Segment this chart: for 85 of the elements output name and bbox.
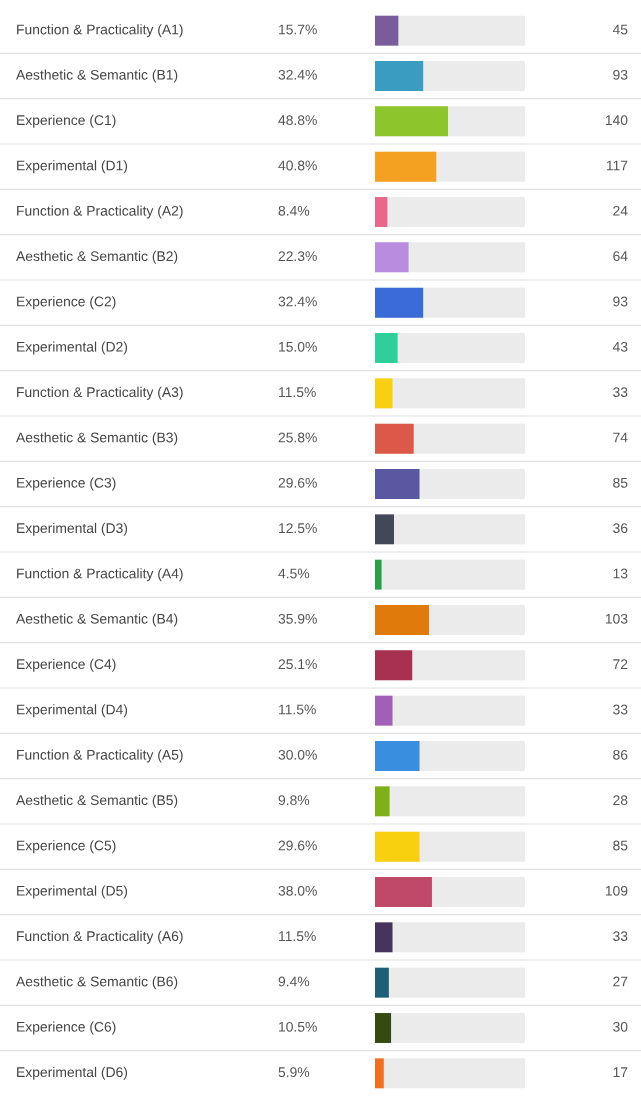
text: 109 [605, 885, 628, 896]
text: 85 [613, 840, 628, 851]
bar [375, 15, 399, 46]
y-tick-label: Experience (C5) [17, 840, 116, 854]
text: 13 [613, 568, 628, 579]
text: 17 [613, 1067, 628, 1077]
text: 33 [613, 387, 628, 398]
text: 22.3% [278, 251, 317, 262]
text: 9.8% [278, 795, 310, 806]
y-tick-label: Aesthetic & Semantic (B1) [16, 69, 178, 83]
text: 140 [605, 115, 628, 126]
y-tick-label: Function & Practicality (A4) [17, 568, 183, 582]
bar [375, 922, 393, 953]
y-tick-label: Function & Practicality (A1) [17, 24, 183, 38]
bar [375, 1013, 392, 1043]
bar [375, 333, 398, 363]
y-tick-label: Experience (C6) [17, 1021, 116, 1035]
text: 24 [613, 205, 628, 216]
text: 64 [613, 251, 628, 262]
bar [375, 514, 394, 545]
text: 15.7% [279, 24, 317, 35]
text: 11.5% [279, 931, 316, 942]
y-tick-label: Experimental (D3) [17, 522, 128, 536]
y-tick-label: Experience (C1) [17, 114, 116, 128]
bar [375, 197, 388, 227]
text: 74 [613, 432, 628, 443]
text: 103 [605, 613, 628, 624]
y-tick-label: Experience (C4) [17, 658, 116, 672]
bar [375, 695, 393, 726]
text: 10.5% [279, 1021, 317, 1032]
y-tick-label: Experimental (D6) [17, 1066, 128, 1080]
text: 9.4% [278, 976, 310, 987]
text: 33 [613, 931, 628, 942]
bar [375, 559, 382, 590]
text: 33 [613, 704, 628, 715]
text: 40.8% [278, 160, 317, 171]
text: 28 [613, 795, 628, 806]
text: 36 [613, 523, 628, 534]
y-tick-label: Aesthetic & Semantic (B6) [16, 976, 178, 990]
text: 85 [613, 477, 628, 488]
text: 27 [613, 976, 628, 987]
text: 15.0% [279, 341, 317, 352]
text: 25.1% [278, 659, 317, 670]
bar [375, 1058, 384, 1089]
y-tick-label: Experimental (D4) [17, 704, 128, 718]
text: 48.8% [278, 115, 317, 126]
text: 35.9% [278, 613, 317, 624]
text: 32.4% [278, 69, 317, 80]
text: 11.5% [279, 387, 316, 398]
text: 29.6% [278, 840, 317, 851]
text: 30.0% [278, 749, 317, 760]
bar [375, 786, 390, 817]
bar [375, 242, 409, 273]
y-tick-label: Aesthetic & Semantic (B3) [16, 432, 178, 446]
text: 30 [613, 1021, 628, 1032]
text: 43 [612, 341, 628, 352]
y-tick-label: Aesthetic & Semantic (B5) [16, 794, 178, 808]
text: 45 [612, 24, 628, 35]
y-tick-label: Experimental (D1) [17, 160, 128, 174]
text: 32.4% [278, 296, 317, 307]
y-tick-label: Aesthetic & Semantic (B2) [16, 250, 178, 264]
text: 8.4% [278, 205, 310, 216]
bar [375, 378, 393, 409]
text: 38.0% [278, 885, 317, 896]
text: 25.8% [278, 432, 317, 443]
y-tick-label: Experience (C3) [17, 477, 116, 491]
y-tick-label: Experimental (D2) [17, 341, 128, 355]
y-tick-label: Experimental (D5) [17, 885, 128, 899]
y-tick-label: Function & Practicality (A6) [17, 930, 183, 944]
y-tick-label: Aesthetic & Semantic (B4) [16, 613, 178, 627]
text: 93 [613, 296, 628, 307]
text: 29.6% [278, 477, 317, 488]
bar [375, 967, 389, 998]
y-tick-label: Experience (C2) [17, 296, 116, 310]
y-tick-label: Function & Practicality (A3) [17, 386, 183, 400]
text: 4.5% [278, 568, 310, 579]
text: 72 [613, 659, 628, 669]
y-tick-label: Function & Practicality (A2) [17, 205, 183, 219]
text: 5.9% [278, 1067, 310, 1078]
text: 86 [613, 749, 628, 760]
y-tick-label: Function & Practicality (A5) [17, 749, 183, 763]
text: 11.5% [279, 704, 316, 715]
text: 93 [613, 69, 628, 80]
text: 117 [606, 160, 628, 171]
text: 12.5% [279, 523, 317, 534]
